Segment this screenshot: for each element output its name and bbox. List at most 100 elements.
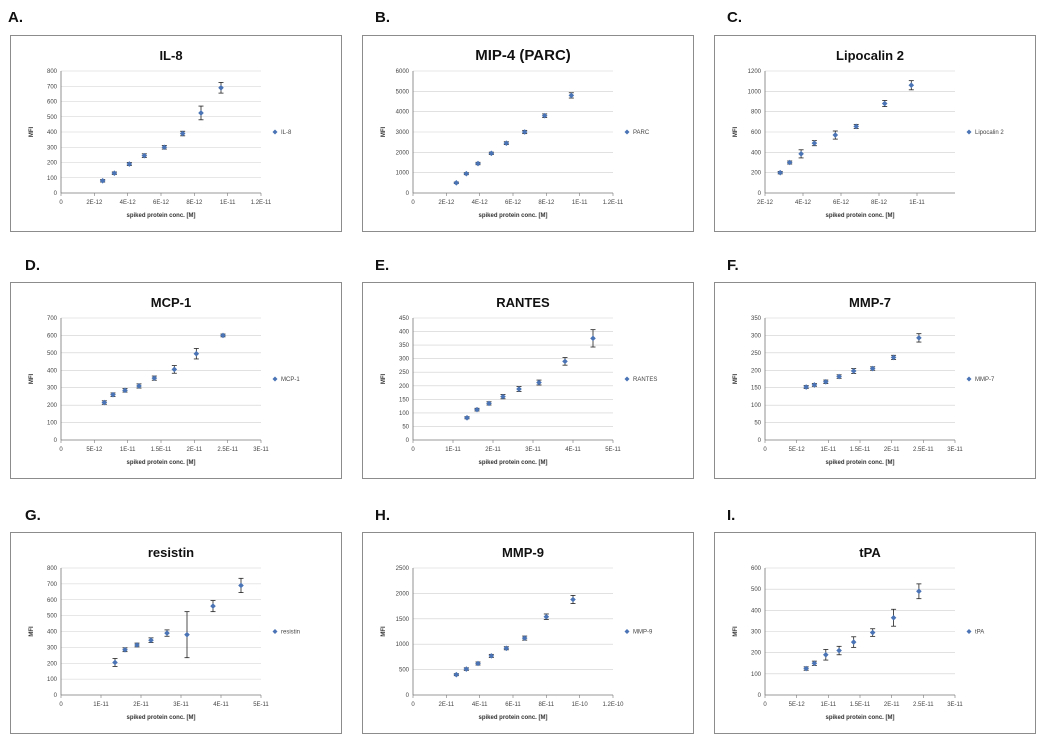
x-tick-label: 1E-11 <box>821 702 837 708</box>
legend-label: IL-8 <box>281 130 292 136</box>
x-tick-label: 2E-12 <box>438 200 455 206</box>
series-PARC <box>453 92 575 186</box>
x-axis-label: spiked protein conc. [M] <box>126 460 195 466</box>
chart-panel: MIP-4 (PARC) 0 1000 2000 3000 4000 5000 6000 0 2E… <box>362 35 694 232</box>
x-tick-label: 4E-12 <box>472 200 489 206</box>
y-tick-label: 600 <box>751 566 762 572</box>
chart-svg: resistin 0 100 200 300 400 500 600 700 800 0 1E-11 2… <box>29 545 300 721</box>
data-point <box>112 659 118 666</box>
chart-title: MMP-7 <box>849 295 891 310</box>
chart-svg: MIP-4 (PARC) 0 1000 2000 3000 4000 5000 6000 0 2E… <box>381 47 650 219</box>
y-tick-label: 600 <box>751 130 762 136</box>
data-point <box>179 130 186 137</box>
chart-svg: tPA 0 100 200 300 400 500 600 0 5E-12 1E-11 1.5E-11… <box>733 545 984 721</box>
data-point <box>238 582 244 589</box>
y-tick-label: 150 <box>751 386 762 392</box>
data-point <box>475 660 481 667</box>
chart-panel: Lipocalin 2 0 200 400 600 800 1000 1200 2E-12 4E-… <box>714 35 1036 232</box>
data-point <box>474 406 480 413</box>
y-tick-label: 0 <box>54 438 58 444</box>
x-tick-label: 1.2E-11 <box>603 200 624 206</box>
x-tick-label: 4E-11 <box>472 702 488 708</box>
y-tick-label: 100 <box>47 421 58 427</box>
x-tick-label: 8E-12 <box>186 200 203 206</box>
data-point <box>500 393 506 400</box>
series-MMP-9 <box>453 595 576 678</box>
legend-label: MMP-7 <box>975 377 995 383</box>
data-point <box>798 151 804 157</box>
data-point <box>853 123 859 130</box>
data-point <box>823 378 829 385</box>
x-tick-label: 2.5E-11 <box>913 702 934 708</box>
series-IL-8 <box>99 82 224 184</box>
y-tick-label: 0 <box>758 438 762 444</box>
data-point <box>218 84 224 91</box>
y-tick-label: 600 <box>47 333 58 339</box>
chart-panel: MMP-7 0 50 100 150 200 250 300 350 0 5E-12 1E-11 1.5… <box>714 282 1036 479</box>
x-tick-label: 2E-11 <box>439 702 455 708</box>
x-tick-label: 6E-12 <box>505 200 522 206</box>
data-point <box>811 382 818 388</box>
y-tick-label: 300 <box>47 145 58 151</box>
y-tick-label: 200 <box>751 368 762 374</box>
panel-letter: H. <box>375 507 390 524</box>
data-point <box>811 140 818 146</box>
x-tick-label: 1E-11 <box>821 447 837 453</box>
x-tick-label: 1.5E-11 <box>850 702 871 708</box>
chart-title: MCP-1 <box>151 295 191 310</box>
data-point <box>562 358 568 365</box>
data-point <box>193 350 200 357</box>
x-tick-label: 8E-11 <box>539 702 555 708</box>
legend-marker <box>624 376 630 382</box>
legend-label: PARC <box>633 130 650 136</box>
x-tick-label: 3E-11 <box>947 447 963 453</box>
chart-title: tPA <box>859 545 881 560</box>
y-tick-label: 1200 <box>748 69 762 75</box>
y-tick-label: 0 <box>758 693 762 699</box>
data-point <box>463 170 470 177</box>
x-tick-label: 4E-12 <box>120 200 137 206</box>
chart-title: IL-8 <box>159 48 182 63</box>
x-tick-label: 6E-12 <box>153 200 170 206</box>
y-tick-label: 700 <box>47 316 58 322</box>
y-tick-label: 100 <box>751 672 762 678</box>
y-tick-label: 300 <box>751 333 762 339</box>
panel-letter: A. <box>8 9 23 26</box>
data-point <box>126 161 133 167</box>
data-point <box>570 596 576 603</box>
chart-panel: tPA 0 100 200 300 400 500 600 0 5E-12 1E-11 1.5E-11… <box>714 532 1036 734</box>
y-tick-label: 500 <box>47 614 58 620</box>
x-tick-label: 1.2E-11 <box>251 200 272 206</box>
data-point <box>541 112 548 119</box>
y-tick-label: 2000 <box>396 150 410 156</box>
x-axis-label: spiked protein conc. [M] <box>126 715 195 721</box>
x-tick-label: 0 <box>59 200 63 206</box>
legend-label: RANTES <box>633 377 657 383</box>
series-MCP-1 <box>101 332 226 406</box>
data-point <box>890 614 897 621</box>
y-tick-label: 350 <box>399 343 410 349</box>
x-axis-label: spiked protein conc. [M] <box>825 213 894 219</box>
x-tick-label: 1E-11 <box>120 447 136 453</box>
data-point <box>850 368 857 374</box>
panel-letter: D. <box>25 257 40 274</box>
data-point <box>210 603 216 609</box>
data-point <box>803 665 809 672</box>
data-point <box>503 645 510 652</box>
y-tick-label: 700 <box>47 84 58 90</box>
y-tick-label: 0 <box>758 191 762 197</box>
y-tick-label: 400 <box>399 330 410 336</box>
data-point <box>869 629 876 636</box>
y-tick-label: 0 <box>54 693 58 699</box>
y-axis-label: MFI <box>733 626 739 637</box>
y-tick-label: 300 <box>47 645 58 651</box>
data-point <box>148 637 154 644</box>
panel-letter: B. <box>375 9 390 26</box>
x-tick-label: 3E-11 <box>947 702 963 708</box>
x-tick-label: 0 <box>59 702 63 708</box>
data-point <box>171 366 178 373</box>
data-point <box>488 653 495 659</box>
x-tick-label: 5E-12 <box>789 447 806 453</box>
x-tick-label: 1.5E-11 <box>850 447 871 453</box>
chart-panel: resistin 0 100 200 300 400 500 600 700 800 0 1E-11 2… <box>10 532 342 734</box>
